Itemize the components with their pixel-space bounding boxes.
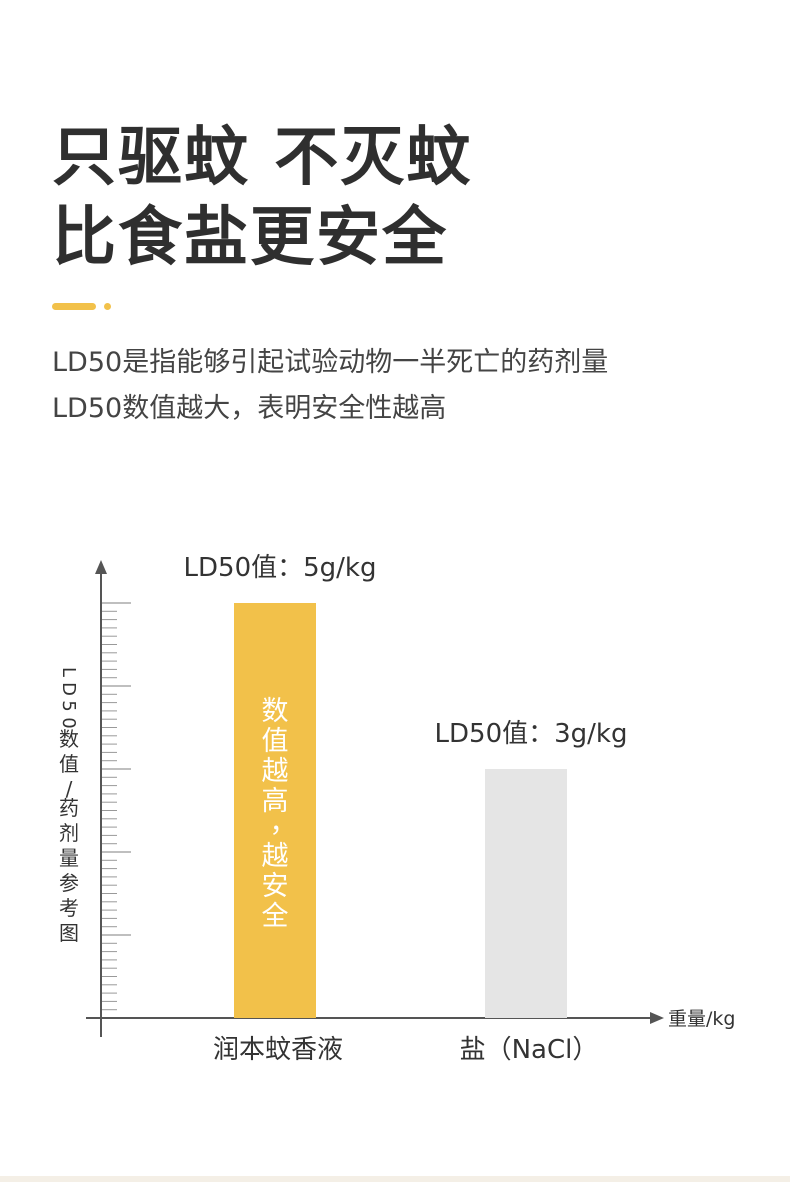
y-axis-label-char: 考 <box>59 896 79 920</box>
bar-value-label: LD50值：3g/kg <box>435 719 628 749</box>
y-axis-label-char: 参 <box>59 871 79 895</box>
y-axis-label-char: D <box>58 682 79 696</box>
x-axis-arrow <box>650 1012 664 1024</box>
category-label: 润本蚊香液 <box>213 1035 343 1065</box>
accent-dot <box>104 303 111 310</box>
y-axis-label-char: / <box>66 777 73 801</box>
y-axis-label-char: 数 <box>59 727 79 751</box>
y-axis-arrow <box>95 560 107 574</box>
y-axis-label-char: 0 <box>58 717 79 728</box>
ld50-bar-chart: 重量/kgLD50数值/药剂量参考图LD50值：5g/kg润本蚊香液LD50值：… <box>58 553 735 1065</box>
bar-annotation-char: 数 <box>262 696 289 727</box>
x-axis-label: 重量/kg <box>668 1008 735 1030</box>
bottom-strip <box>0 1176 790 1182</box>
bar-annotation-char: 高 <box>262 786 289 817</box>
bar-annotation-char: 越 <box>262 756 289 787</box>
y-axis-label-char: 值 <box>59 752 79 776</box>
headline-line-2: 比食盐更安全 <box>52 201 448 275</box>
bar-annotation-char: ， <box>270 808 297 839</box>
accent-dash <box>52 303 96 310</box>
bar-annotation-char: 值 <box>262 726 289 757</box>
bar-annotation-char: 越 <box>262 841 289 872</box>
bar-value-label: LD50值：5g/kg <box>184 553 377 583</box>
bar-annotation-char: 安 <box>262 871 289 902</box>
headline: 只驱蚊 不灭蚊 比食盐更安全 <box>52 118 472 278</box>
y-axis-label-char: 药 <box>59 796 79 820</box>
y-axis-label-char: 剂 <box>59 821 79 845</box>
y-axis-label-char: 图 <box>59 921 79 945</box>
y-axis-label-char: L <box>58 667 79 677</box>
description-line-2: LD50数值越大，表明安全性越高 <box>52 393 447 424</box>
y-axis-label-char: 5 <box>58 700 79 711</box>
category-label: 盐（NaCl） <box>460 1035 599 1065</box>
y-axis-label-char: 量 <box>59 846 79 870</box>
description-line-1: LD50是指能够引起试验动物一半死亡的药剂量 <box>52 347 609 378</box>
headline-line-1: 只驱蚊 不灭蚊 <box>52 121 473 195</box>
bar <box>485 769 567 1018</box>
description: LD50是指能够引起试验动物一半死亡的药剂量 LD50数值越大，表明安全性越高 <box>52 340 608 432</box>
bar-annotation-char: 全 <box>262 901 289 932</box>
bar <box>234 603 316 1018</box>
